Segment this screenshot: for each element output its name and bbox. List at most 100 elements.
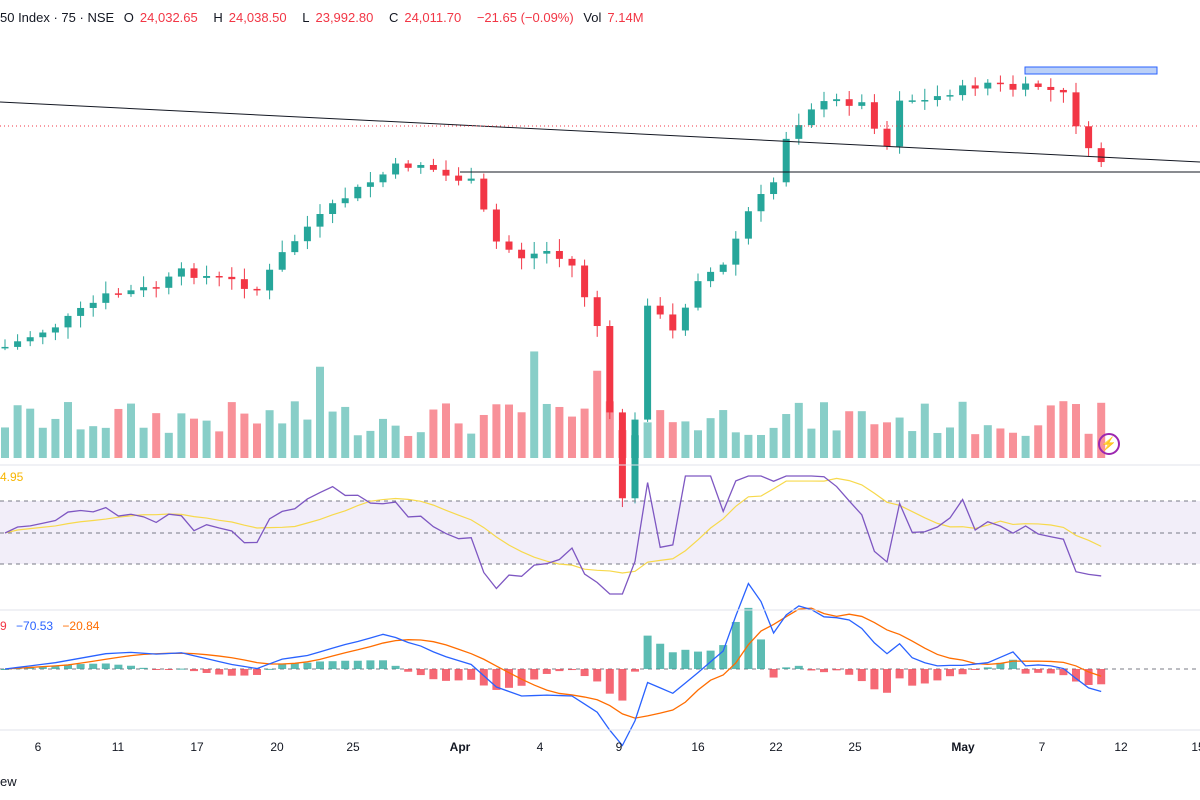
macd-histogram-bar xyxy=(366,660,375,669)
candle-body xyxy=(417,164,425,168)
volume-bar xyxy=(946,427,954,458)
macd-histogram-bar xyxy=(202,669,211,673)
candle-body xyxy=(366,182,374,187)
macd-histogram-bar xyxy=(832,669,841,671)
macd-histogram-bar xyxy=(1059,669,1068,676)
macd-histogram-bar xyxy=(1,669,9,670)
candle-body xyxy=(795,125,803,139)
open-value: 24,032.65 xyxy=(139,10,198,25)
volume-bar xyxy=(416,432,425,458)
macd-histogram-bar xyxy=(757,639,765,669)
candle-body xyxy=(530,253,538,259)
candle-body xyxy=(1009,83,1017,90)
macd-histogram-bar xyxy=(845,669,854,675)
candle-body xyxy=(114,293,122,295)
candle-body xyxy=(946,95,954,97)
candle-body xyxy=(77,307,85,316)
volume-bar xyxy=(454,423,463,458)
x-tick-label: 25 xyxy=(346,740,360,754)
macd-histogram-bar xyxy=(290,663,299,669)
candle-body xyxy=(14,341,22,347)
candle-body xyxy=(1085,126,1093,149)
macd-histogram-bar xyxy=(177,668,186,670)
macd-histogram-bar xyxy=(404,669,413,672)
volume-label: Vol xyxy=(583,10,602,25)
volume-bar xyxy=(1084,433,1093,458)
ohlc-header: 50 Index · 75 · NSE O 24,032.65 H 24,038.5… xyxy=(0,10,656,25)
candle-body xyxy=(593,297,601,327)
candle-body xyxy=(291,241,299,253)
macd-histogram-bar xyxy=(190,669,198,672)
candle-body xyxy=(228,276,236,280)
candle-body xyxy=(606,326,614,413)
volume-bar xyxy=(920,403,929,458)
volume-bar xyxy=(643,422,652,458)
candle-body xyxy=(329,203,337,215)
candle-body xyxy=(39,332,47,338)
volume-bar xyxy=(883,422,891,458)
x-tick-label: 22 xyxy=(769,740,783,754)
macd-histogram-bar xyxy=(857,669,866,682)
rsi-line xyxy=(4,475,1102,595)
volume-bar xyxy=(568,416,576,458)
lightning-icon[interactable]: ⚡ xyxy=(1098,433,1120,455)
volume-bar xyxy=(744,434,753,458)
volume-bar xyxy=(64,402,72,458)
candle-body xyxy=(253,288,261,291)
candle-body xyxy=(140,287,148,291)
candle-body xyxy=(203,276,211,278)
macd-histogram-bar xyxy=(303,662,312,669)
volume-bar xyxy=(1,427,9,458)
macd-histogram-bar xyxy=(983,667,992,669)
x-tick-label: Apr xyxy=(449,740,471,754)
volume-bar xyxy=(517,412,526,458)
candle-body xyxy=(744,211,752,239)
candle-body xyxy=(568,258,576,266)
close-label: C xyxy=(388,10,399,25)
macd-histogram-bar xyxy=(605,669,614,694)
resistance-zone xyxy=(1024,66,1158,75)
high-value: 24,038.50 xyxy=(228,10,287,25)
volume-bar xyxy=(820,402,828,458)
candle-body xyxy=(64,315,72,328)
candle-body xyxy=(707,271,715,282)
macd-signal-line xyxy=(4,607,1102,719)
macd-histogram-bar xyxy=(568,669,576,671)
volume-bar xyxy=(996,428,1005,458)
candle-body xyxy=(543,250,551,254)
volume-bar xyxy=(341,406,350,458)
volume-bar xyxy=(681,421,690,458)
macd-histogram-bar xyxy=(454,669,463,681)
candle-body xyxy=(505,241,513,250)
x-tick-label: 12 xyxy=(1114,740,1128,754)
macd-histogram-bar xyxy=(656,643,665,669)
volume-bar xyxy=(316,366,324,458)
rsi-ma-line xyxy=(4,477,1102,574)
macd-histogram-bar xyxy=(353,660,362,669)
volume-value: 7.14M xyxy=(607,10,644,25)
macd-histogram-bar xyxy=(706,650,715,669)
macd-histogram-bar xyxy=(631,669,639,672)
candle-body xyxy=(732,238,740,265)
symbol-label: 50 Index · 75 · NSE xyxy=(0,10,115,25)
macd-histogram-bar xyxy=(215,669,224,675)
macd-histogram-bar xyxy=(820,669,828,673)
candle-body xyxy=(392,163,400,175)
macd-histogram-bar xyxy=(26,667,35,669)
candle-body xyxy=(278,252,286,270)
macd-histogram-bar xyxy=(731,621,740,669)
volume-bar xyxy=(505,404,513,458)
macd-histogram-bar xyxy=(379,660,387,669)
x-tick-label: 20 xyxy=(270,740,284,754)
volume-bar xyxy=(1009,432,1017,458)
candle-body xyxy=(807,109,815,126)
macd-histogram-bar xyxy=(265,668,274,670)
volume-bar xyxy=(278,423,287,458)
macd-histogram-bar xyxy=(580,669,589,677)
macd-histogram-bar xyxy=(769,669,778,678)
candle-body xyxy=(404,163,412,168)
macd-histogram-bar xyxy=(89,663,98,669)
macd-histogram-bar xyxy=(971,669,980,670)
volume-bar xyxy=(89,426,98,458)
